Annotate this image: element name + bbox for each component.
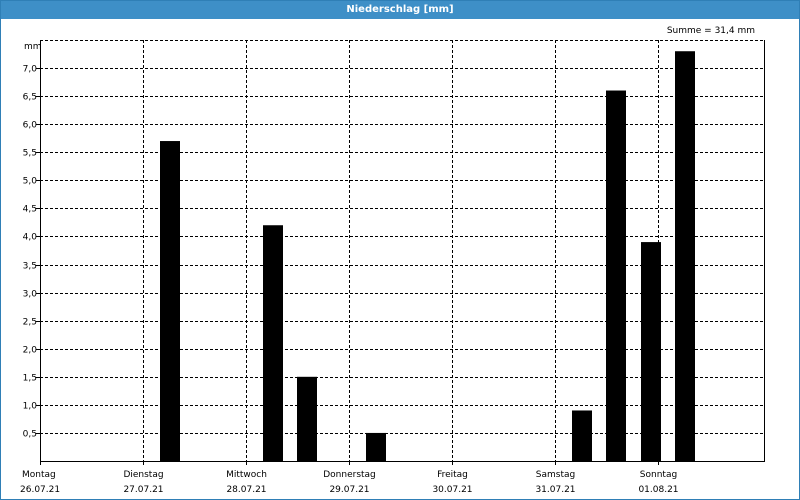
bar [160,141,180,462]
x-tick-label-weekday: Mittwoch [226,470,267,480]
y-tick-label: 1,5 [23,374,37,384]
y-tick-label: 2,0 [23,346,38,356]
bar [675,51,695,462]
y-tick-labels: 0,5 1,0 1,5 2,0 2,5 3,0 3,5 4,0 4,5 5,0 5,5 6,0 6,5 7… [23,65,38,440]
y-tick-label: 6,0 [23,121,38,131]
bar [366,432,386,461]
sum-label: Summe = 31,4 mm [666,26,755,36]
y-tick-label: 7,0 [23,65,38,75]
y-tick-label: 0,5 [23,430,37,440]
x-tick-labels: Montag 26.07.21 Dienstag 27.07.21 Mittwoch 28… [20,470,679,495]
y-tick-label: 5,0 [23,177,38,187]
y-tick-label: 4,0 [23,233,38,243]
x-tick-label-date: 01.08.21 [638,485,678,495]
y-tick-label: 3,0 [23,290,38,300]
y-tick-label: 1,0 [23,402,38,412]
y-tick-label: 5,5 [23,149,37,159]
y-tick-label: 4,5 [23,205,37,215]
x-tick-label-date: 31.07.21 [535,485,575,495]
bar [641,242,661,461]
y-tick-label: 3,5 [23,262,37,272]
y-axis-unit: mm [24,42,42,52]
x-tick-label-weekday: Freitag [437,470,468,480]
bars-group [160,51,695,462]
bar [297,376,317,461]
x-tick-label-date: 26.07.21 [20,485,60,495]
y-tick-label: 6,5 [23,93,37,103]
bar [263,225,283,461]
x-tick-label-weekday: Donnerstag [323,470,376,480]
x-tick-label-date: 28.07.21 [226,485,266,495]
chart-title: Niederschlag [mm] [1,1,799,19]
x-tick-label-date: 30.07.21 [432,485,472,495]
x-tick-label-weekday: Sonntag [640,470,677,480]
x-tick-label-weekday: Dienstag [123,470,163,480]
bar [606,90,626,462]
x-tick-label-date: 27.07.21 [123,485,163,495]
x-tick-label-weekday: Montag [22,470,56,480]
bar [572,416,592,461]
axes-group [36,40,765,465]
y-tick-label: 2,5 [23,318,37,328]
x-tick-label-weekday: Samstag [536,470,575,480]
x-tick-label-date: 29.07.21 [329,485,369,495]
